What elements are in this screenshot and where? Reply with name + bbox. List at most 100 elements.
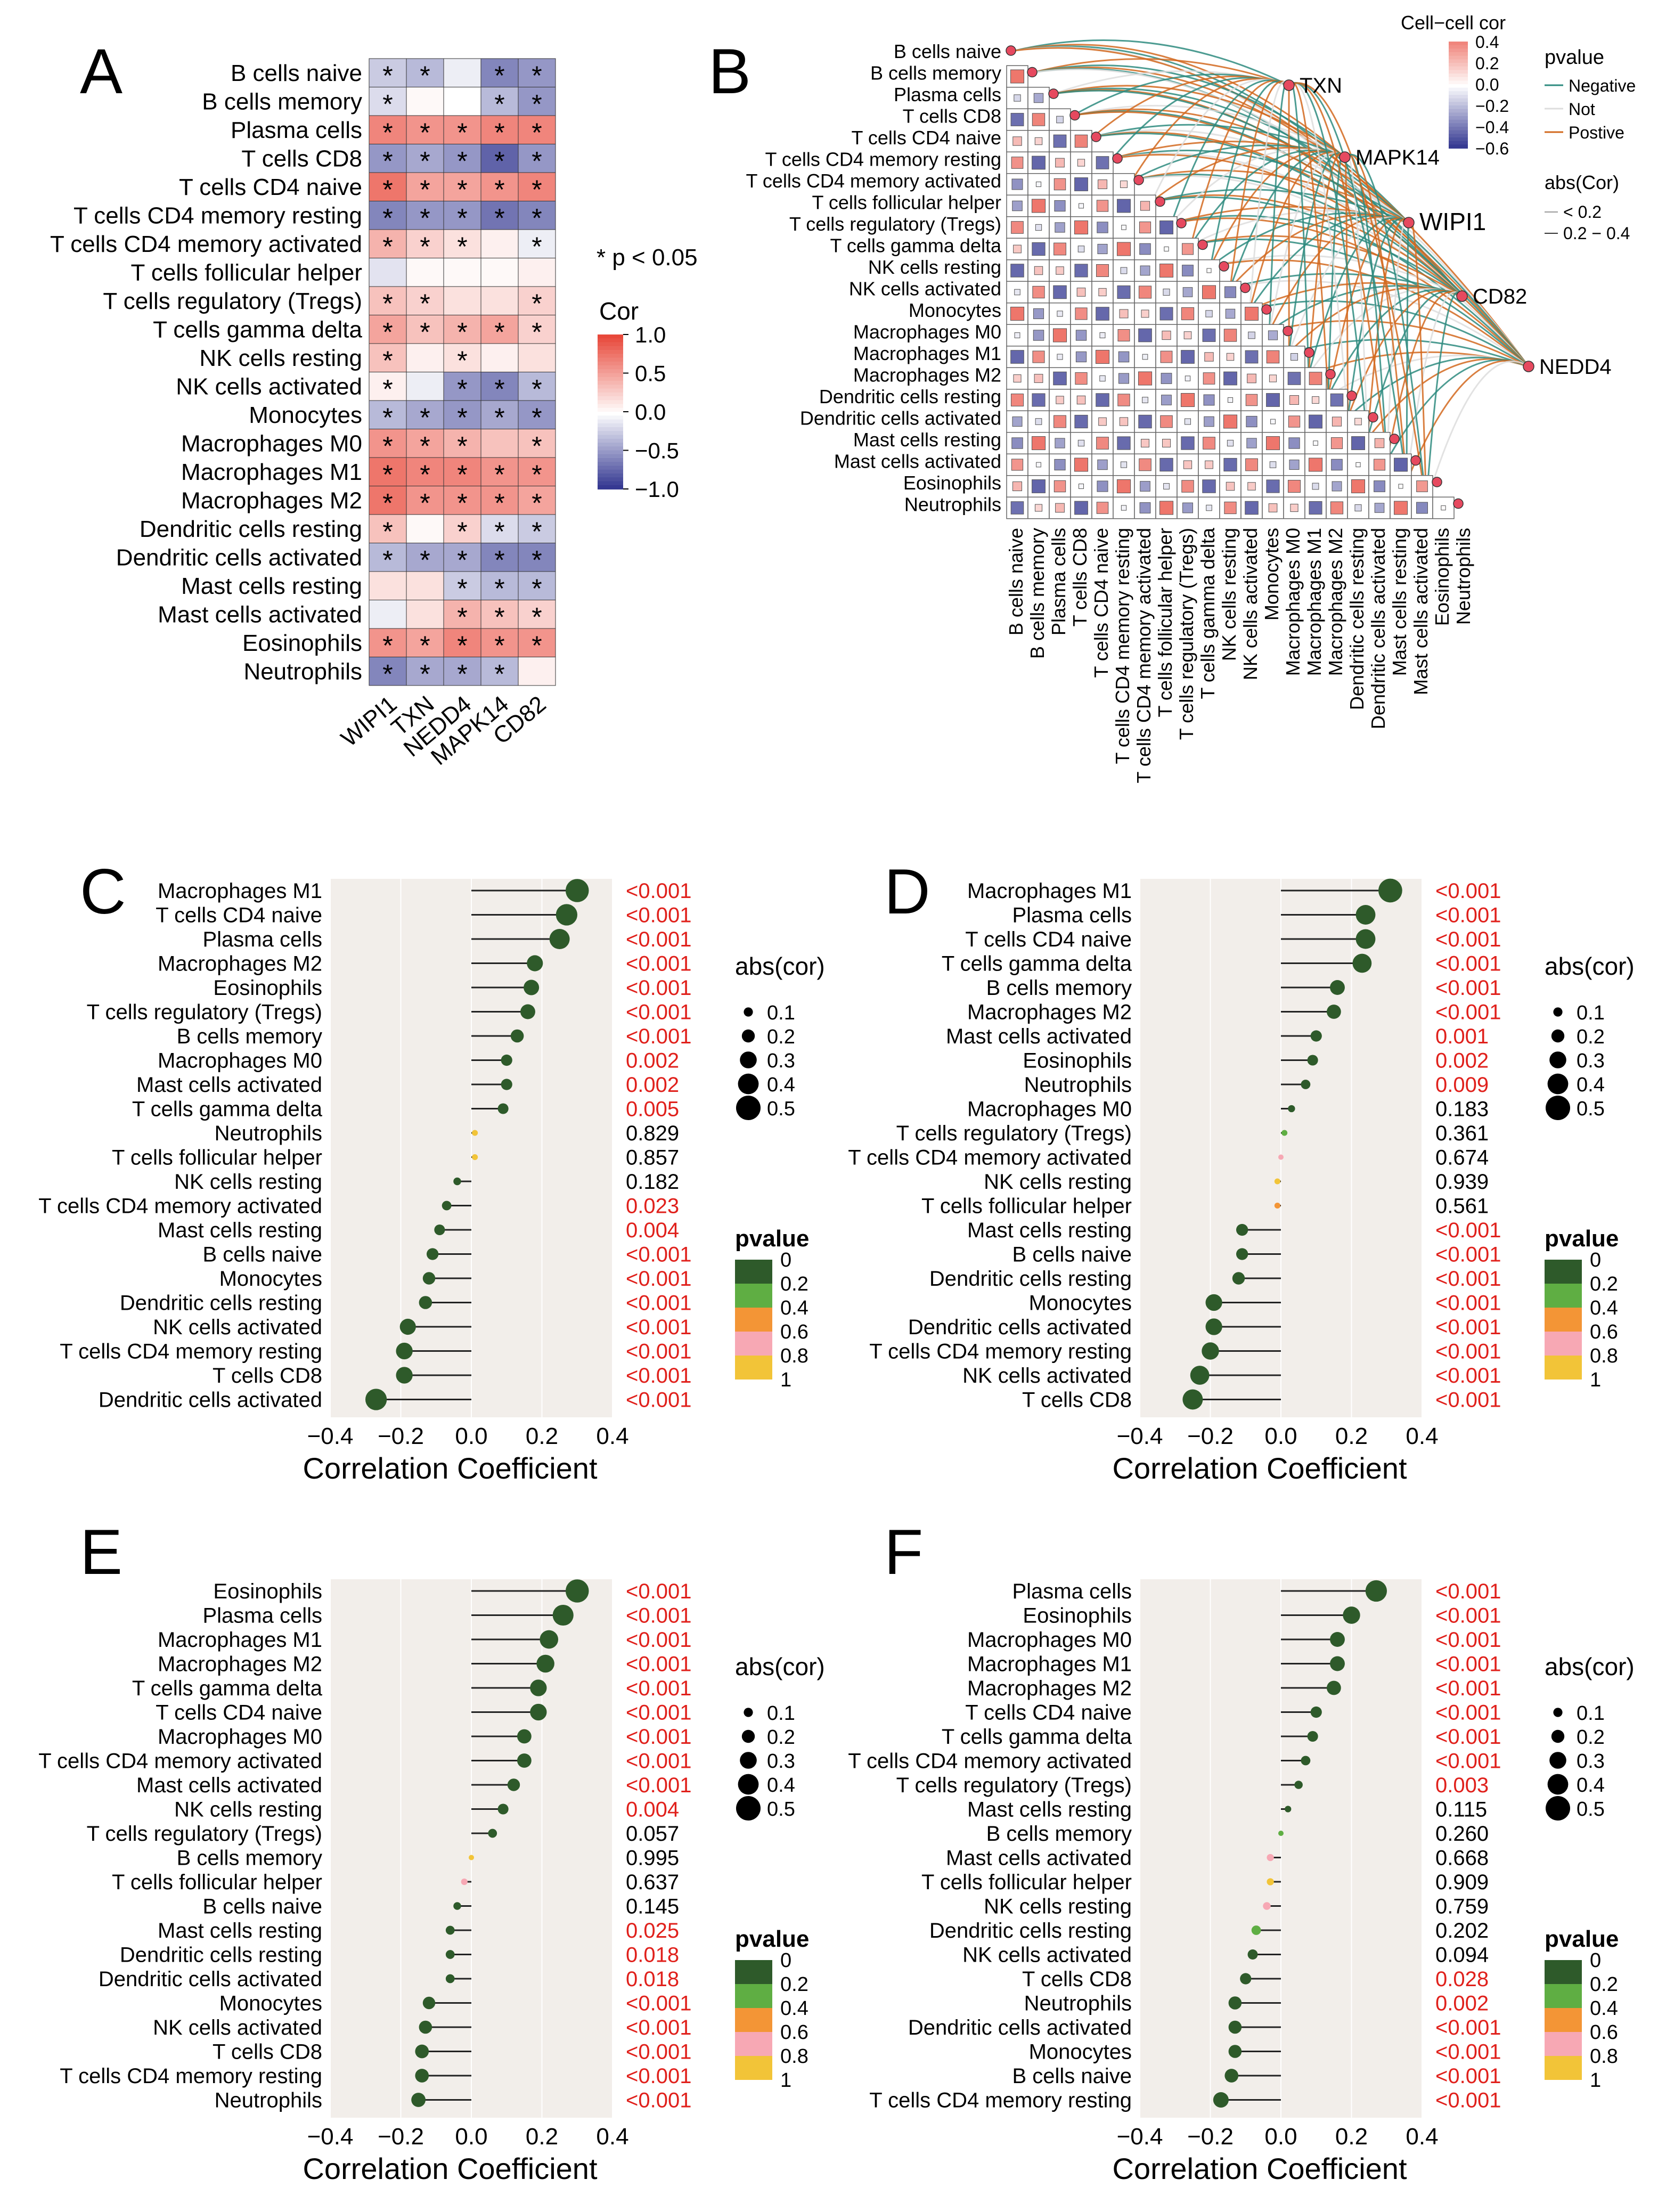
heatmap-star: *: [420, 488, 430, 518]
legend-p-swatch: [1545, 1332, 1582, 1356]
heatmap-legend-swatch: [598, 474, 623, 478]
heatmap-star: *: [382, 374, 393, 404]
x-tick-label: 0.2: [526, 2124, 558, 2150]
x-tick-label: 0.4: [596, 2124, 628, 2150]
p-value-label: <0.001: [626, 1243, 691, 1267]
matrix-square: [1100, 376, 1105, 381]
network-legend-swatch: [1449, 80, 1468, 85]
heatmap-star: *: [457, 631, 467, 660]
network-node: [1070, 111, 1080, 120]
heatmap-row-label: Neutrophils: [243, 658, 362, 684]
matrix-square: [1032, 436, 1045, 450]
matrix-square: [1181, 350, 1195, 364]
heatmap-star: *: [494, 175, 504, 205]
network-legend-tick-label: 0.4: [1475, 32, 1499, 52]
matrix-square: [1140, 481, 1150, 492]
network-col-label: Eosinophils: [1431, 528, 1453, 626]
matrix-square: [1227, 353, 1234, 360]
heatmap-star: *: [494, 488, 504, 518]
matrix-square: [1079, 484, 1083, 488]
cell-label: Macrophages M1: [967, 1653, 1132, 1676]
heatmap-legend-swatch: [598, 408, 623, 412]
p-value-label: 0.668: [1435, 1847, 1489, 1870]
heatmap-row-label: B cells naive: [231, 60, 362, 86]
p-value-label: 0.857: [626, 1146, 679, 1170]
heatmap-star: *: [532, 317, 542, 347]
network-col-label: T cells CD4 memory activated: [1133, 528, 1155, 783]
heatmap-star: *: [420, 203, 430, 233]
heatmap-row-label: T cells gamma delta: [153, 316, 362, 342]
cell-label: B cells naive: [202, 1895, 322, 1919]
p-value-label: <0.001: [1435, 1653, 1501, 1676]
p-value-label: <0.001: [1435, 904, 1501, 927]
network-legend-swatch: [1449, 116, 1468, 120]
x-tick-label: −0.4: [307, 1423, 354, 1449]
heatmap-cell: [481, 258, 518, 287]
network-node: [1177, 218, 1186, 228]
cell-label: Macrophages M2: [967, 1677, 1132, 1700]
heatmap-legend-swatch: [598, 420, 623, 424]
lollipop-dot: [472, 1130, 478, 1136]
lollipop-dot: [1275, 1178, 1280, 1184]
heatmap-star: *: [420, 118, 430, 148]
matrix-square: [1033, 330, 1043, 340]
network-legend-swatch: [1449, 144, 1468, 149]
heatmap-legend-swatch: [598, 396, 623, 401]
matrix-square: [1032, 113, 1044, 126]
matrix-square: [1118, 394, 1130, 406]
cell-label: T cells gamma delta: [942, 1725, 1132, 1749]
lollipop-dot: [1267, 1854, 1273, 1861]
cell-label: Neutrophils: [215, 2089, 322, 2112]
lollipop-dot: [527, 955, 543, 971]
p-value-label: 0.023: [626, 1195, 679, 1218]
cell-label: B cells memory: [177, 1847, 322, 1870]
legend-size-label: 0.3: [1577, 1050, 1605, 1072]
lollipop-dot: [1356, 929, 1376, 949]
lollipop-dot: [530, 1704, 546, 1720]
p-value-label: <0.001: [1435, 1677, 1501, 1700]
p-value-label: 0.260: [1435, 1822, 1489, 1846]
heatmap-star: *: [382, 403, 393, 432]
heatmap-legend-swatch: [598, 439, 623, 443]
network-legend-swatch: [1449, 74, 1468, 78]
matrix-square: [1014, 95, 1020, 101]
lollipop-dot: [1232, 1272, 1245, 1284]
heatmap-legend-swatch: [598, 427, 623, 431]
heatmap-legend-swatch: [598, 358, 623, 362]
legend-size-dot: [744, 1708, 753, 1717]
heatmap-row-label: Macrophages M2: [181, 487, 362, 513]
p-value-label: 0.094: [1435, 1944, 1489, 1967]
cell-label: Macrophages M1: [158, 879, 322, 903]
p-value-label: <0.001: [626, 1580, 691, 1603]
network-row-label: Plasma cells: [894, 84, 1001, 105]
matrix-square: [1291, 354, 1298, 361]
matrix-square: [1034, 374, 1043, 383]
heatmap-legend-swatch: [598, 365, 623, 370]
matrix-square: [1012, 179, 1023, 190]
cell-label: Dendritic cells resting: [120, 1944, 322, 1967]
cell-label: Monocytes: [1029, 2040, 1132, 2064]
cell-label: NK cells activated: [153, 2016, 322, 2039]
p-value-label: <0.001: [1435, 1243, 1501, 1267]
p-value-label: <0.001: [1435, 952, 1501, 976]
network-node: [1411, 456, 1420, 466]
heatmap-legend-tick-label: 0.5: [635, 361, 666, 386]
legend-p-swatch: [735, 1308, 772, 1332]
panel-label: E: [80, 1516, 123, 1588]
heatmap-cell: [406, 87, 444, 116]
legend-size-label: 0.5: [767, 1798, 795, 1821]
heatmap-star: *: [532, 374, 542, 404]
x-tick-label: 0.4: [1406, 2124, 1438, 2150]
matrix-square: [1033, 351, 1044, 363]
cell-label: Mast cells resting: [967, 1219, 1132, 1242]
legend-p-title: pvalue: [1545, 1926, 1619, 1952]
lollipop-dot: [415, 2069, 429, 2083]
p-value-label: <0.001: [1435, 2016, 1501, 2039]
heatmap-star: *: [457, 545, 467, 575]
heatmap-star: *: [382, 118, 393, 148]
heatmap-star: *: [457, 146, 467, 176]
legend-size-label: 0.4: [1577, 1774, 1605, 1797]
x-tick-label: −0.4: [307, 2124, 354, 2150]
matrix-square: [1117, 479, 1130, 493]
